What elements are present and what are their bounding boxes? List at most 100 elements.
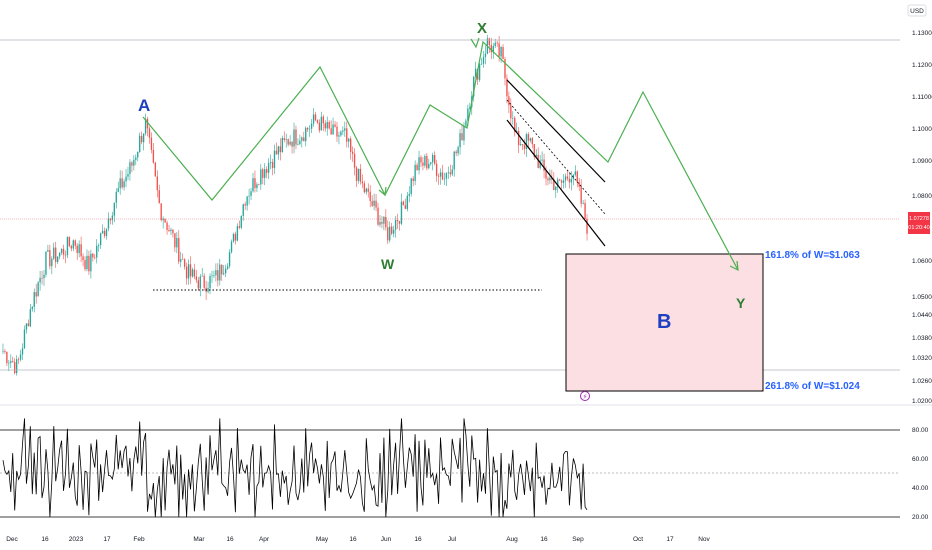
- price-tick-label: 1.10000: [912, 126, 932, 133]
- candle-body: [197, 280, 199, 289]
- time-tick-label: Feb: [133, 536, 145, 543]
- candle-body: [158, 190, 160, 204]
- candle-body: [355, 167, 358, 181]
- candle-body: [64, 254, 67, 256]
- candle-body: [53, 247, 55, 259]
- candle-body: [131, 162, 133, 166]
- candle-body: [133, 159, 135, 166]
- candle-body: [129, 162, 131, 175]
- candle-body: [201, 275, 203, 277]
- candle-body: [467, 108, 469, 121]
- candle-body: [232, 233, 235, 242]
- candle-body: [94, 257, 96, 259]
- candle-body: [168, 230, 170, 232]
- time-tick-label: Jul: [448, 536, 457, 543]
- rsi-ticks: 80.00 60.00 40.00 20.00: [912, 427, 929, 521]
- candle-body: [558, 179, 561, 181]
- candle-body: [492, 46, 494, 53]
- candle-body: [258, 184, 260, 185]
- candle-body: [574, 171, 576, 175]
- candle-body: [219, 264, 221, 281]
- candle-body: [303, 137, 305, 142]
- candle-body: [27, 323, 30, 327]
- candle-body: [176, 238, 178, 248]
- candle-body: [488, 38, 491, 46]
- candle-body: [351, 151, 354, 154]
- candle-body: [449, 172, 451, 175]
- candle-body: [371, 201, 373, 206]
- candle-body: [35, 292, 37, 297]
- candle-body: [414, 164, 416, 182]
- candle-body: [570, 178, 573, 183]
- time-tick-label: Apr: [259, 536, 270, 543]
- candle-body: [90, 253, 92, 272]
- candle-body: [207, 288, 209, 292]
- candle-body: [62, 248, 65, 255]
- candle-body: [189, 264, 192, 277]
- current-price-value: 1.07278: [909, 216, 929, 222]
- candle-body: [291, 141, 293, 147]
- candle-body: [299, 140, 301, 144]
- candle-body: [256, 184, 258, 189]
- candle-body: [482, 56, 485, 64]
- candle-body: [109, 218, 112, 221]
- candle-body: [533, 144, 535, 157]
- currency-badge[interactable]: [907, 4, 927, 17]
- candle-body: [82, 256, 84, 261]
- candle-body: [230, 241, 233, 253]
- candle-body: [41, 277, 43, 279]
- candle-body: [381, 222, 383, 224]
- candle-body: [443, 178, 446, 180]
- target-zone-box[interactable]: [565, 253, 764, 392]
- candle-body: [447, 172, 450, 173]
- candle-body: [320, 116, 323, 131]
- candle-body: [453, 151, 455, 170]
- price-tick-label: 1.03800: [912, 335, 932, 342]
- price-tick-label: 1.02600: [912, 378, 932, 385]
- candle-body: [279, 146, 282, 153]
- rsi-tick-label: 80.00: [912, 427, 929, 434]
- candle-body: [541, 159, 543, 161]
- candle-body: [172, 229, 174, 234]
- candle-body: [334, 124, 336, 127]
- candle-body: [10, 361, 12, 363]
- candle-body: [410, 178, 412, 194]
- candle-body: [164, 218, 166, 223]
- wave-arrowhead-1: [378, 186, 387, 197]
- price-tick-label: 1.11000: [912, 94, 932, 101]
- wave-label-b: B: [657, 311, 671, 333]
- candle-body: [496, 42, 498, 44]
- wave-arrowhead-3: [729, 260, 739, 272]
- candle-body: [433, 155, 436, 164]
- candle-body: [58, 252, 61, 257]
- candle-body: [506, 78, 508, 97]
- candle-body: [426, 156, 428, 169]
- candle-body: [310, 123, 313, 129]
- candle-body: [308, 128, 311, 130]
- time-tick-label: May: [316, 536, 329, 543]
- time-tick-label: 16: [226, 536, 234, 543]
- event-marker[interactable]: [580, 391, 590, 401]
- candle-body: [281, 137, 283, 153]
- candle-body: [582, 202, 584, 204]
- candle-body: [379, 222, 381, 225]
- candle-body: [560, 180, 563, 183]
- price-ticks: 1.13000 1.12000 1.11000 1.10000 1.09000 1.080…: [912, 30, 932, 405]
- candle-body: [578, 182, 580, 187]
- candle-body: [238, 226, 241, 228]
- candle-body: [117, 188, 119, 192]
- price-tick-label: 1.02000: [912, 398, 932, 405]
- candle-body: [336, 126, 338, 137]
- candle-body: [377, 207, 379, 225]
- candle-body: [193, 269, 196, 277]
- candle-body: [473, 76, 475, 97]
- candle-body: [344, 128, 346, 131]
- candle-body: [375, 200, 377, 208]
- candle-body: [277, 146, 280, 155]
- time-tick-label: 16: [414, 536, 422, 543]
- price-candles: [2, 34, 588, 376]
- currency-label: USD: [910, 8, 924, 15]
- time-tick-label: 16: [349, 536, 357, 543]
- candle-body: [166, 222, 168, 231]
